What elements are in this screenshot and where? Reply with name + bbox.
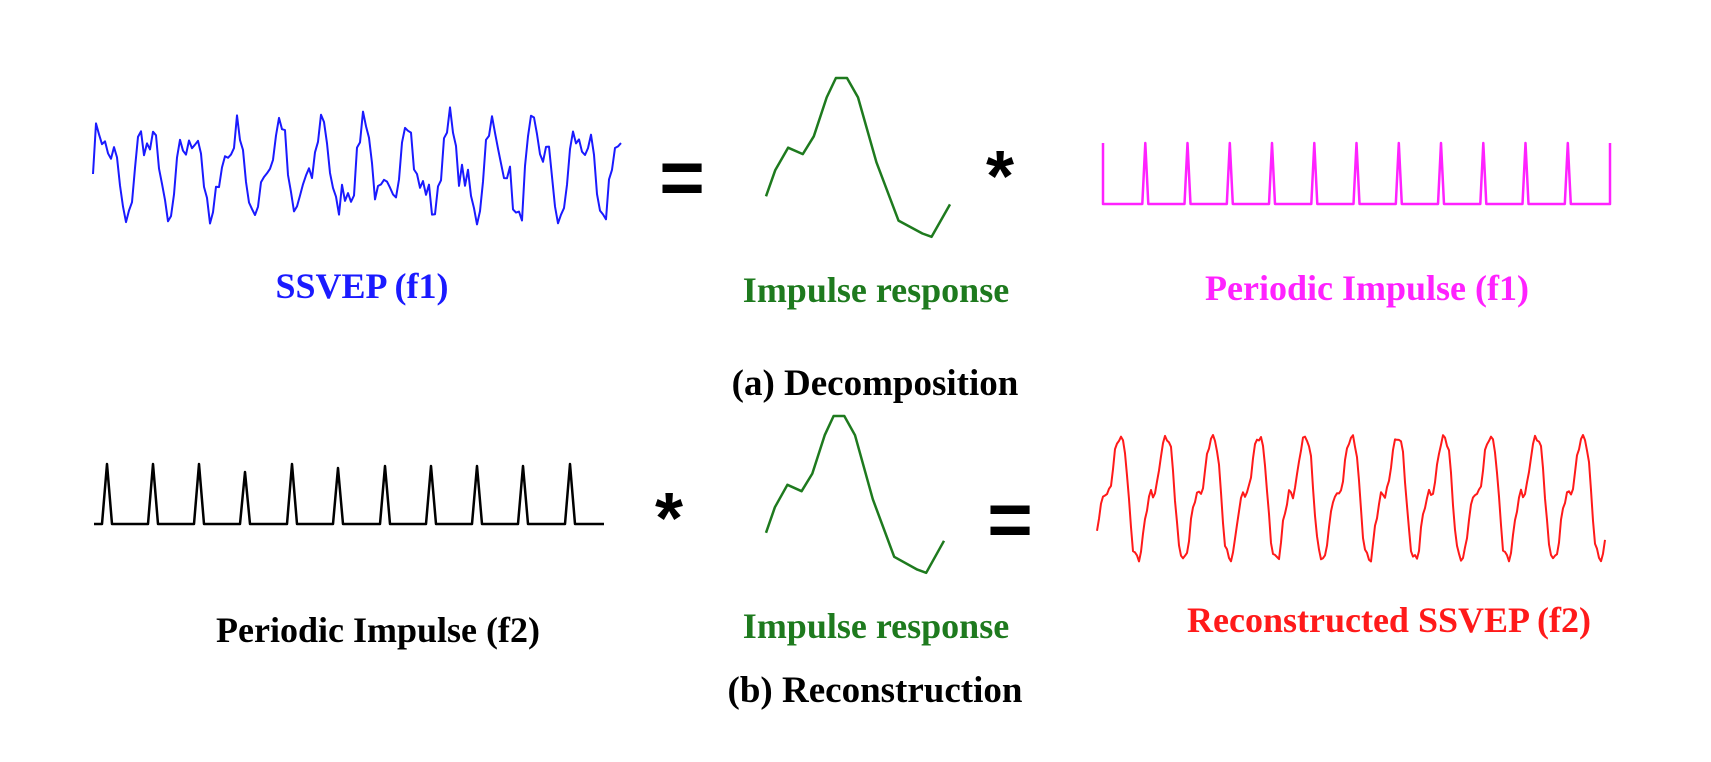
convolve-operator-b: * (654, 479, 684, 559)
impulse-response-waveform-top (764, 76, 952, 239)
decomposition-caption: (a) Decomposition (731, 363, 1019, 404)
periodic-impulse-f2-label: Periodic Impulse (f2) (216, 610, 540, 650)
convolve-operator-a: * (985, 137, 1015, 217)
periodic-impulse-f1-label: Periodic Impulse (f1) (1205, 268, 1529, 308)
ssvep-f1-waveform (92, 106, 622, 226)
reconstructed-ssvep-f2-waveform (1096, 434, 1606, 563)
periodic-impulse-f2-waveform (94, 462, 604, 526)
reconstruction-caption: (b) Reconstruction (727, 670, 1023, 711)
equals-operator-b: = (987, 475, 1033, 563)
periodic-impulse-f1-waveform (1101, 141, 1612, 206)
impulse-response-label-b: Impulse response (742, 606, 1010, 646)
reconstructed-ssvep-f2-label: Reconstructed SSVEP (f2) (1187, 600, 1591, 640)
impulse-response-label-a: Impulse response (742, 270, 1010, 310)
equals-operator-a: = (659, 133, 705, 221)
ssvep-f1-label: SSVEP (f1) (275, 266, 449, 306)
impulse-response-waveform-bottom (764, 414, 946, 575)
